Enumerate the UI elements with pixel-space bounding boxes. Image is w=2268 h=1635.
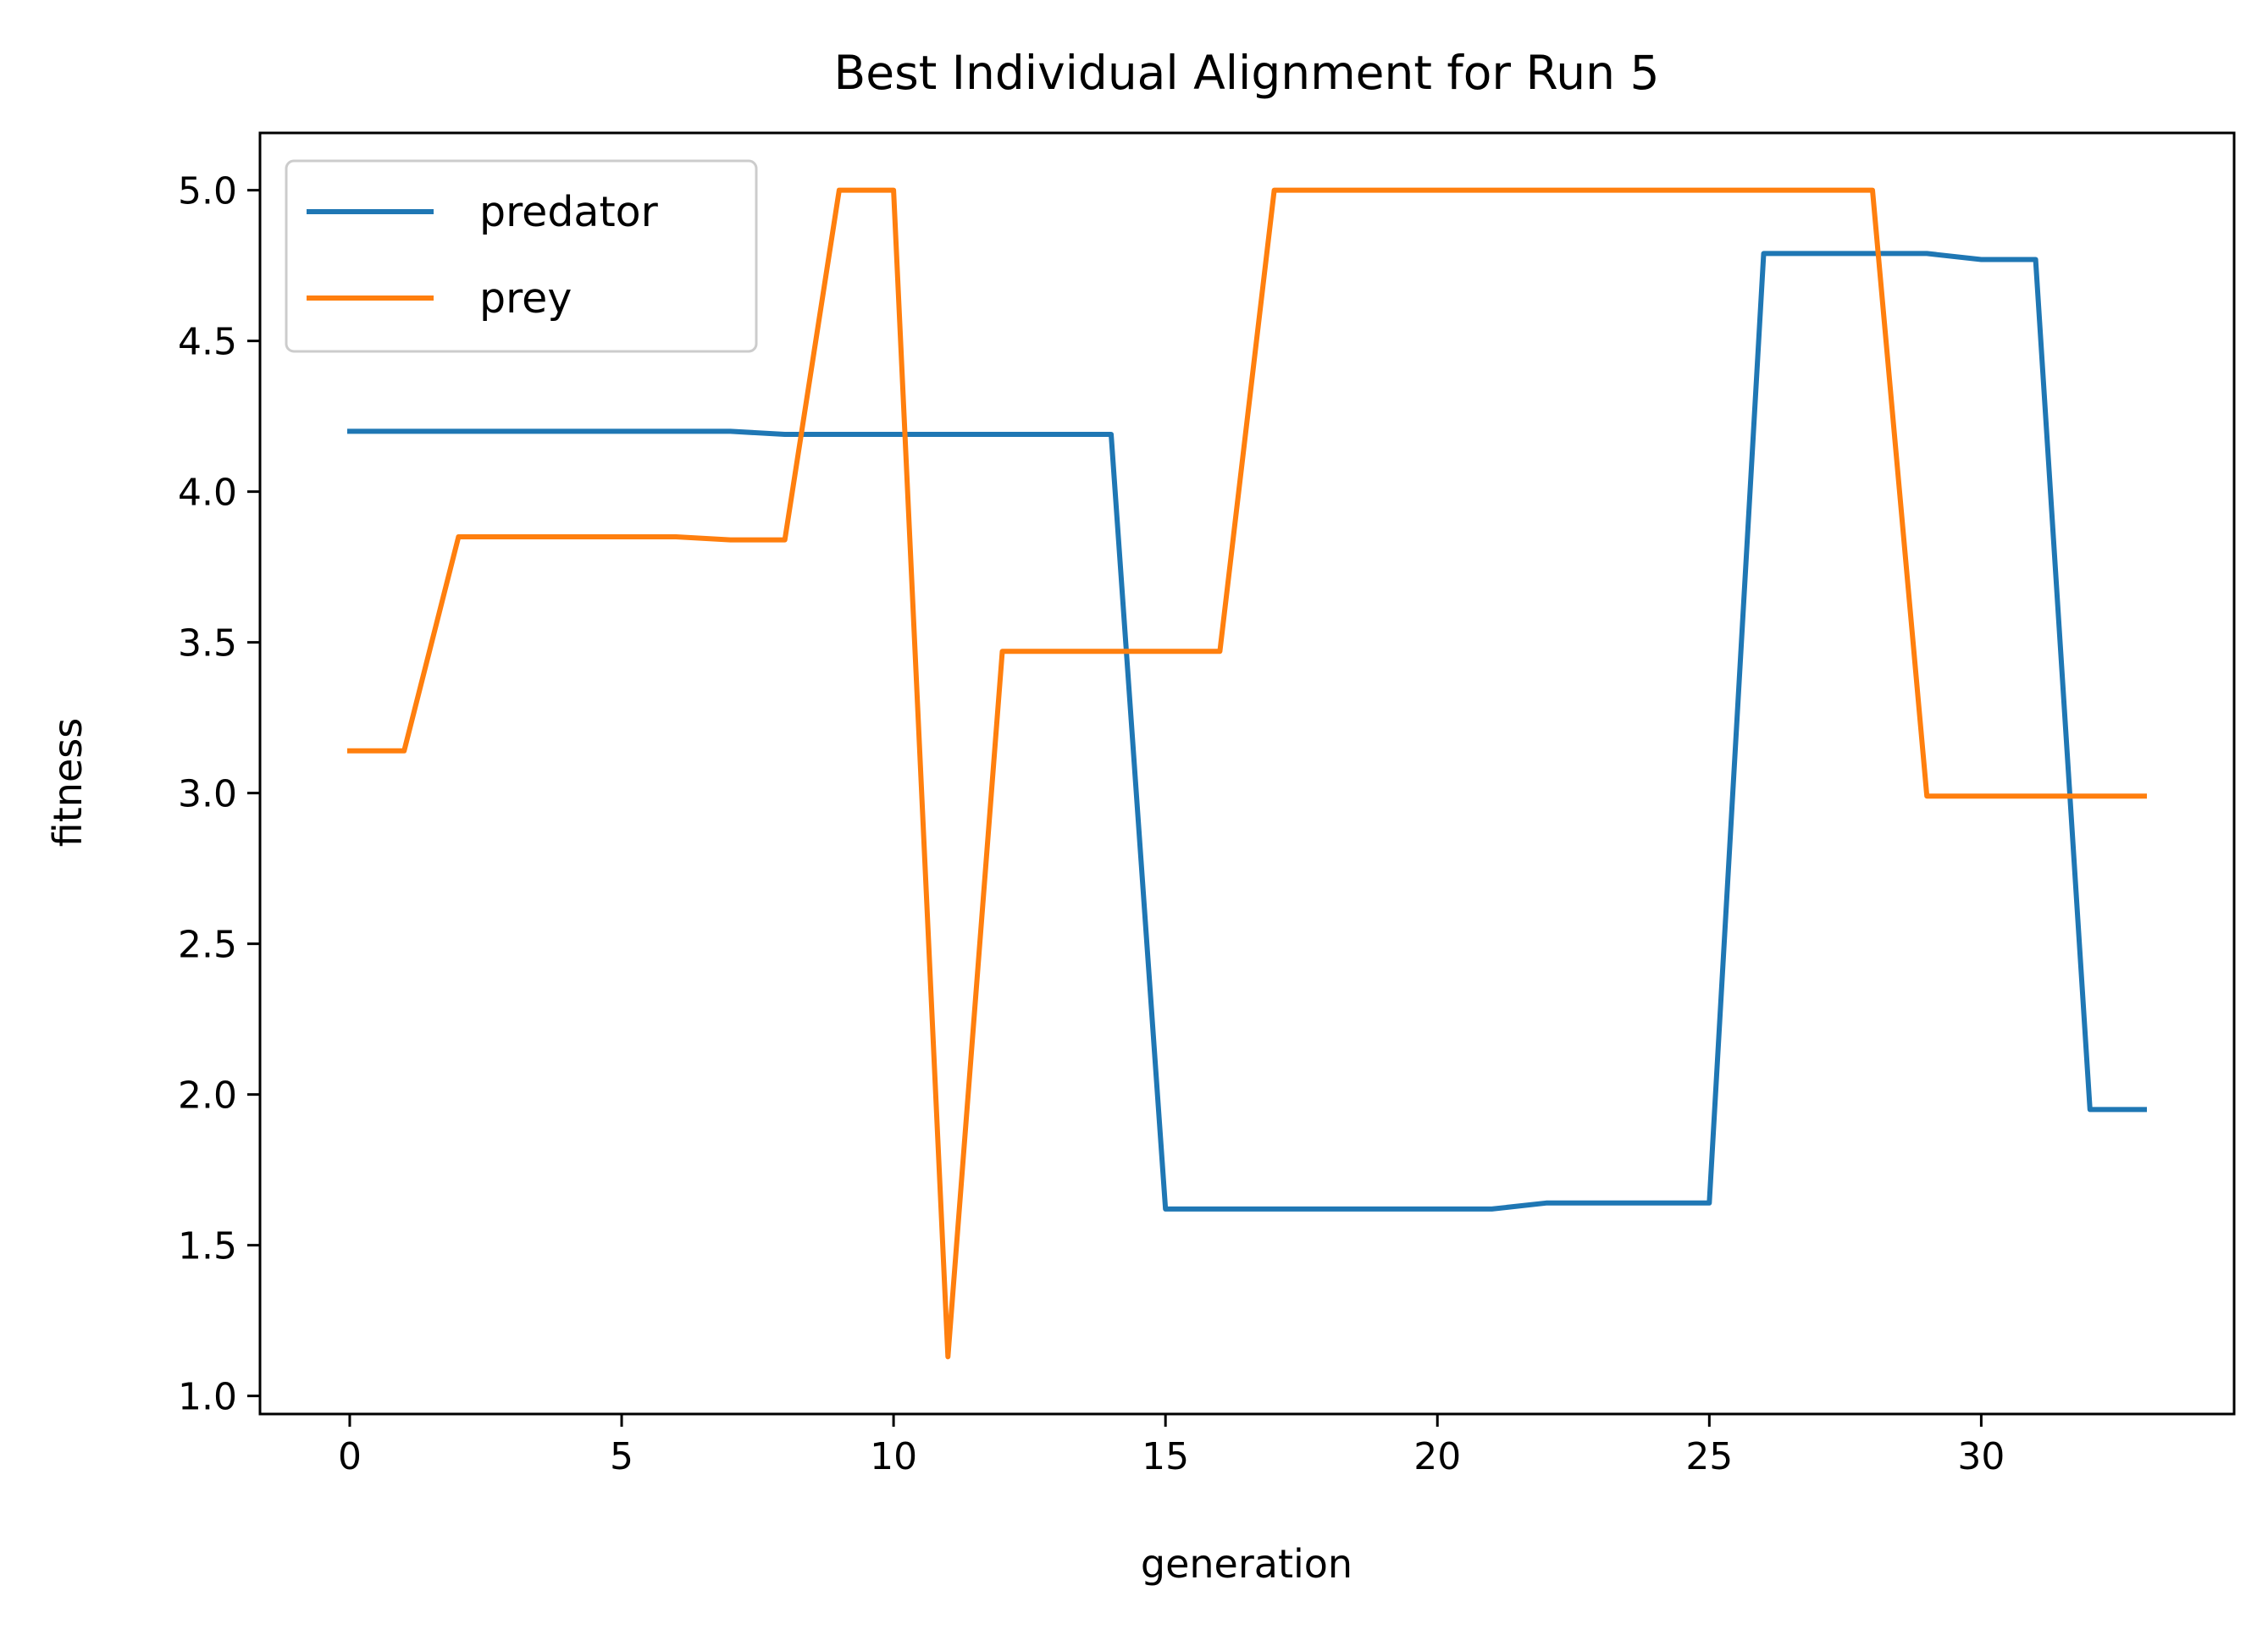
x-tick-label: 0 (338, 1435, 362, 1478)
series-line-predator (347, 251, 2147, 1212)
x-tick-label: 10 (870, 1435, 917, 1478)
y-tick-label: 4.5 (178, 321, 237, 364)
x-tick-label: 30 (1957, 1435, 2005, 1478)
y-tick-label: 2.0 (178, 1074, 237, 1118)
y-tick-label: 5.0 (178, 170, 237, 213)
series-line-prey (347, 187, 2147, 1360)
x-tick-label: 20 (1413, 1435, 1461, 1478)
y-tick-label: 3.0 (178, 773, 237, 816)
x-tick-label: 25 (1685, 1435, 1733, 1478)
series-layer (347, 187, 2147, 1360)
y-tick-label: 3.5 (178, 622, 237, 666)
x-axis-label: generation (1141, 1541, 1353, 1587)
x-tick-label: 5 (610, 1435, 633, 1478)
y-tick-label: 1.0 (178, 1376, 237, 1419)
y-axis-label: fitness (45, 718, 91, 847)
legend: predator prey (285, 159, 758, 353)
chart-title: Best Individual Alignment for Run 5 (834, 46, 1660, 100)
y-tick-label: 4.0 (178, 472, 237, 515)
axes-frame (258, 131, 2236, 1416)
y-tick-label: 2.5 (178, 924, 237, 967)
x-tick-label: 15 (1142, 1435, 1189, 1478)
axes-layer: 0 5 10 15 20 25 30 1.0 1.5 2.0 2.5 3.0 3.5 4.0 4.5 5.0 (178, 131, 2236, 1478)
legend-box (285, 159, 758, 353)
y-tick-label: 1.5 (178, 1225, 237, 1268)
legend-label-predator: predator (479, 188, 659, 236)
legend-label-prey: prey (479, 274, 572, 323)
